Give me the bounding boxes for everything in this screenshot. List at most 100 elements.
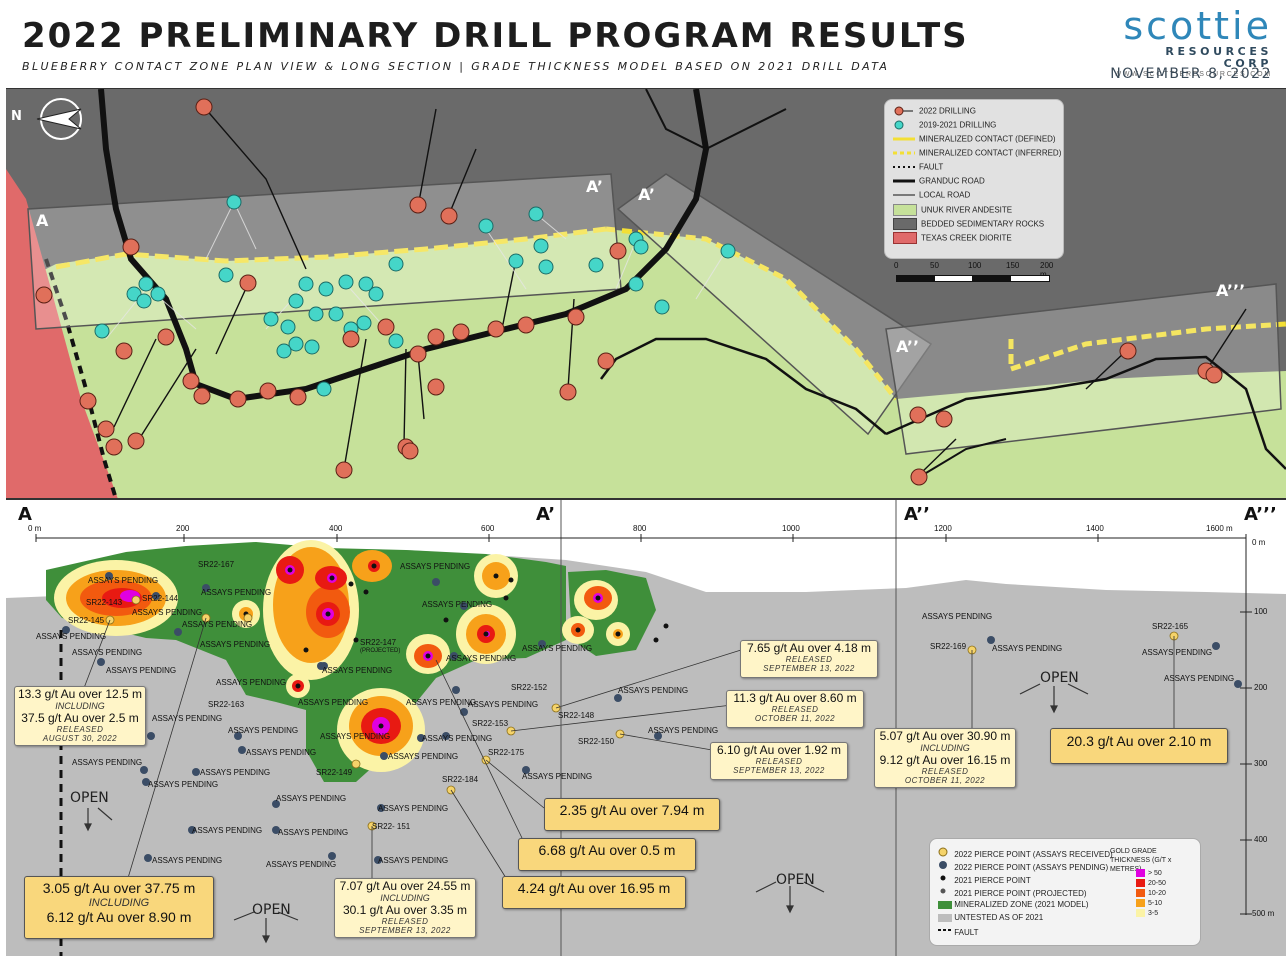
callout-result: 7.65 g/t Au over 4.18 m (746, 641, 872, 655)
plan-label-a2: A’’ (896, 337, 920, 356)
assays-pending-label: ASSAYS PENDING (298, 698, 369, 707)
callout-date: AUGUST 30, 2022 (42, 734, 118, 743)
assays-pending-label: ASSAYS PENDING (200, 640, 271, 649)
plan-label-a: A (36, 211, 49, 230)
assays-pending-label: ASSAYS PENDING (228, 726, 299, 735)
open-label: OPEN (1040, 670, 1079, 686)
dotted-line-icon (893, 162, 915, 172)
hole-id-sr22-150: SR22-150 (578, 737, 615, 746)
plan-label-a3: A’’’ (1216, 281, 1246, 300)
callout-result: 2.35 g/t Au over 7.94 m (559, 802, 705, 818)
callout-date: SEPTEMBER 13, 2022 (733, 766, 825, 775)
assays-pending-label: ASSAYS PENDING (132, 608, 203, 617)
assays-pending-label: ASSAYS PENDING (320, 732, 391, 741)
callout-released: RELEASED (921, 767, 969, 776)
result-callout-b4: 4.24 g/t Au over 16.95 m (502, 876, 686, 909)
drill-traces-2019-2021 (105, 201, 727, 340)
hole-id-sr22-175: SR22-175 (488, 748, 525, 757)
assays-pending-label: ASSAYS PENDING (1142, 648, 1213, 657)
open-label: OPEN (252, 902, 291, 918)
plan-label-a1-west: A’ (586, 177, 603, 196)
assays-pending-label: ASSAYS PENDING (922, 612, 993, 621)
result-callout-b1: 20.3 g/t Au over 2.10 m (1050, 728, 1228, 764)
navy-point-icon (939, 861, 947, 869)
result-callout-b2: 2.35 g/t Au over 7.94 m (544, 798, 720, 831)
thin-line-icon (893, 190, 915, 200)
assays-pending-label: ASSAYS PENDING (618, 686, 689, 695)
plan-view-map: N A A’ A’ A’’ A’’’ 2022 DRILLING 2019-20… (6, 88, 1286, 499)
callout-result: 13.3 g/t Au over 12.5 m (17, 687, 143, 701)
axis-label: 800 (633, 524, 647, 533)
result-callout-c4: 6.10 g/t Au over 1.92 m RELEASED SEPTEMB… (710, 742, 848, 780)
assays-pending-label: ASSAYS PENDING (36, 632, 107, 641)
green-swatch-icon (938, 900, 952, 909)
depth-axis-ticks (1240, 611, 1252, 915)
section-label-a3: A’’’ (1244, 504, 1277, 525)
callout-result: 20.3 g/t Au over 2.10 m (1066, 733, 1212, 749)
yellow-dashed-line-icon (893, 148, 915, 158)
depth-label: 0 m (1252, 538, 1266, 547)
scale-label: 0 (894, 261, 899, 270)
page-subtitle: BLUEBERRY CONTACT ZONE PLAN VIEW & LONG … (22, 60, 890, 73)
texas-creek-diorite-area (6, 169, 118, 499)
grade-class-5-10: 5-10 (1136, 899, 1162, 909)
yellow-line-icon (893, 134, 915, 144)
report-date: NOVEMBER 8, 2022 (1110, 66, 1272, 82)
callout-result-2: 37.5 g/t Au over 2.5 m (21, 711, 139, 725)
assays-pending-label: ASSAYS PENDING (182, 620, 253, 629)
callout-result: 3.05 g/t Au over 37.75 m (42, 880, 196, 896)
assays-pending-label: ASSAYS PENDING (152, 714, 223, 723)
callout-released: RELEASED (56, 725, 104, 734)
callout-leaders (83, 617, 1175, 879)
depth-label: 400 (1254, 835, 1268, 844)
callout-result: 5.07 g/t Au over 30.90 m (879, 729, 1011, 743)
page-title: 2022 PRELIMINARY DRILL PROGRAM RESULTS (22, 16, 969, 56)
assays-pending-label: ASSAYS PENDING (378, 856, 449, 865)
callout-result: 6.10 g/t Au over 1.92 m (716, 743, 842, 757)
axis-label: 1400 (1086, 524, 1104, 533)
collars-2022 (35, 98, 1223, 486)
axis-label: 1200 (934, 524, 952, 533)
callout-released: RELEASED (785, 655, 833, 664)
callout-including: INCLUDING (380, 893, 430, 903)
assays-pending-label: ASSAYS PENDING (148, 780, 219, 789)
hole-id-sr22-143: SR22-143 (86, 598, 123, 607)
grade-class-gt50: > 50 (1136, 869, 1162, 879)
legend-item-contact-defined: MINERALIZED CONTACT (DEFINED) (893, 134, 1056, 148)
legend-item-2021: 2021 PIERCE POINT (938, 873, 1031, 885)
logo-subtitle: RESOURCES CORP (1165, 45, 1272, 70)
depth-label: 200 (1254, 683, 1268, 692)
assays-pending-label: ASSAYS PENDING (400, 562, 471, 571)
top-axis-ticks (35, 534, 1247, 542)
drill-traces-2022 (113, 106, 1247, 475)
north-arrow-icon (36, 98, 82, 140)
thick-line-icon (893, 176, 915, 186)
local-road-4 (915, 438, 1007, 480)
axis-label: 200 (176, 524, 190, 533)
north-label: N (11, 109, 22, 124)
assays-pending-label: ASSAYS PENDING (106, 666, 177, 675)
callout-result-2: 6.12 g/t Au over 8.90 m (46, 909, 192, 925)
plan-label-a1-east: A’ (638, 185, 655, 204)
plan-map-canvas (6, 89, 1286, 499)
hole-id-sr22-145: SR22-145 (68, 616, 105, 625)
assays-pending-label: ASSAYS PENDING (446, 654, 517, 663)
callout-date: SEPTEMBER 13, 2022 (763, 664, 855, 673)
assays-pending-label: ASSAYS PENDING (246, 748, 317, 757)
callout-including: INCLUDING (920, 743, 970, 753)
axis-label-zero: 0 m (28, 524, 42, 533)
callout-date: SEPTEMBER 13, 2022 (359, 926, 451, 935)
grade-legend-title: GOLD GRADE THICKNESS (G/T x METRES) (1110, 848, 1172, 873)
callout-result-2: 30.1 g/t Au over 3.35 m (342, 903, 468, 917)
hole-id-sr22-153: SR22-153 (472, 719, 509, 728)
depth-label: 500 m (1252, 909, 1275, 918)
pierce-points-2021 (243, 563, 669, 729)
section-label-a2: A’’ (904, 504, 930, 525)
open-arrows (84, 683, 1089, 944)
callout-date: OCTOBER 11, 2022 (904, 776, 986, 785)
collars-2019-2021 (94, 194, 736, 397)
assays-pending-label: ASSAYS PENDING (406, 698, 477, 707)
hole-id-sr22-169: SR22-169 (930, 642, 967, 651)
callout-released: RELEASED (771, 705, 819, 714)
legend-item-local-road: LOCAL ROAD (893, 190, 970, 204)
